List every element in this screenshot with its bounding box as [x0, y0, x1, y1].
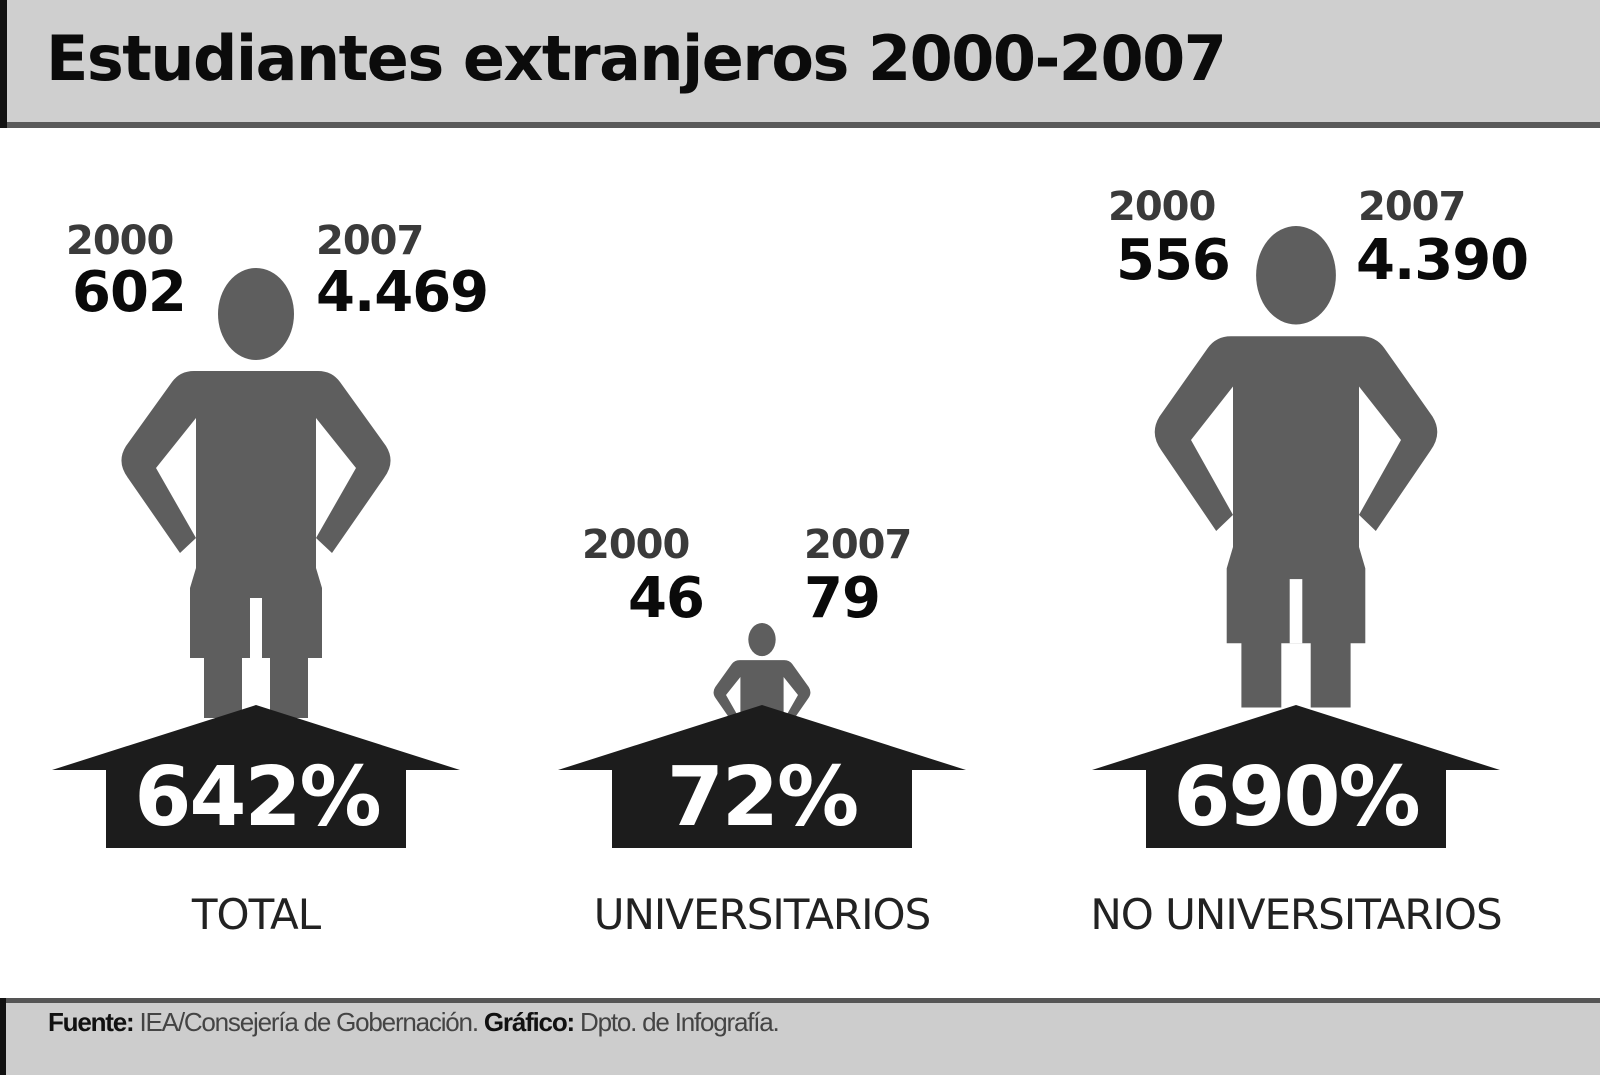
- year-end-universitarios: 2007: [804, 522, 912, 568]
- value-start-no-universitarios: 556: [1116, 228, 1231, 293]
- category-label-total: TOTAL: [191, 890, 321, 939]
- change-percent-total: 642%: [134, 750, 381, 845]
- person-icon-total: [121, 268, 391, 718]
- year-start-universitarios: 2000: [582, 522, 690, 568]
- graphic-label: Gráfico:: [483, 1007, 575, 1037]
- category-label-universitarios: UNIVERSITARIOS: [593, 890, 931, 939]
- footer-accent-bar: [0, 998, 6, 1075]
- change-percent-no-universitarios: 690%: [1173, 750, 1420, 845]
- chart-title: Estudiantes extranjeros 2000-2007: [46, 22, 1227, 95]
- source-text: IEA/Consejería de Gobernación.: [133, 1007, 484, 1037]
- category-label-no-universitarios: NO UNIVERSITARIOS: [1090, 890, 1502, 939]
- value-end-no-universitarios: 4.390: [1356, 228, 1529, 293]
- source-label: Fuente:: [48, 1007, 135, 1037]
- footer: Fuente: IEA/Consejería de Gobernación. G…: [0, 998, 1600, 1075]
- change-percent-universitarios: 72%: [666, 750, 859, 845]
- value-end-total: 4.469: [316, 260, 489, 325]
- year-start-no-universitarios: 2000: [1108, 184, 1216, 230]
- header-accent-bar: [0, 0, 7, 128]
- value-end-universitarios: 79: [804, 566, 881, 631]
- header: Estudiantes extranjeros 2000-2007: [0, 0, 1600, 128]
- value-start-universitarios: 46: [628, 566, 705, 631]
- graphic-text: Dpto. de Infografía.: [573, 1007, 780, 1037]
- year-start-total: 2000: [66, 218, 174, 264]
- person-icon-no-universitarios: [1154, 226, 1438, 708]
- value-start-total: 602: [72, 260, 187, 325]
- year-end-no-universitarios: 2007: [1358, 184, 1466, 230]
- year-end-total: 2007: [316, 218, 424, 264]
- source-credit: Fuente: IEA/Consejería de Gobernación. G…: [48, 1007, 780, 1038]
